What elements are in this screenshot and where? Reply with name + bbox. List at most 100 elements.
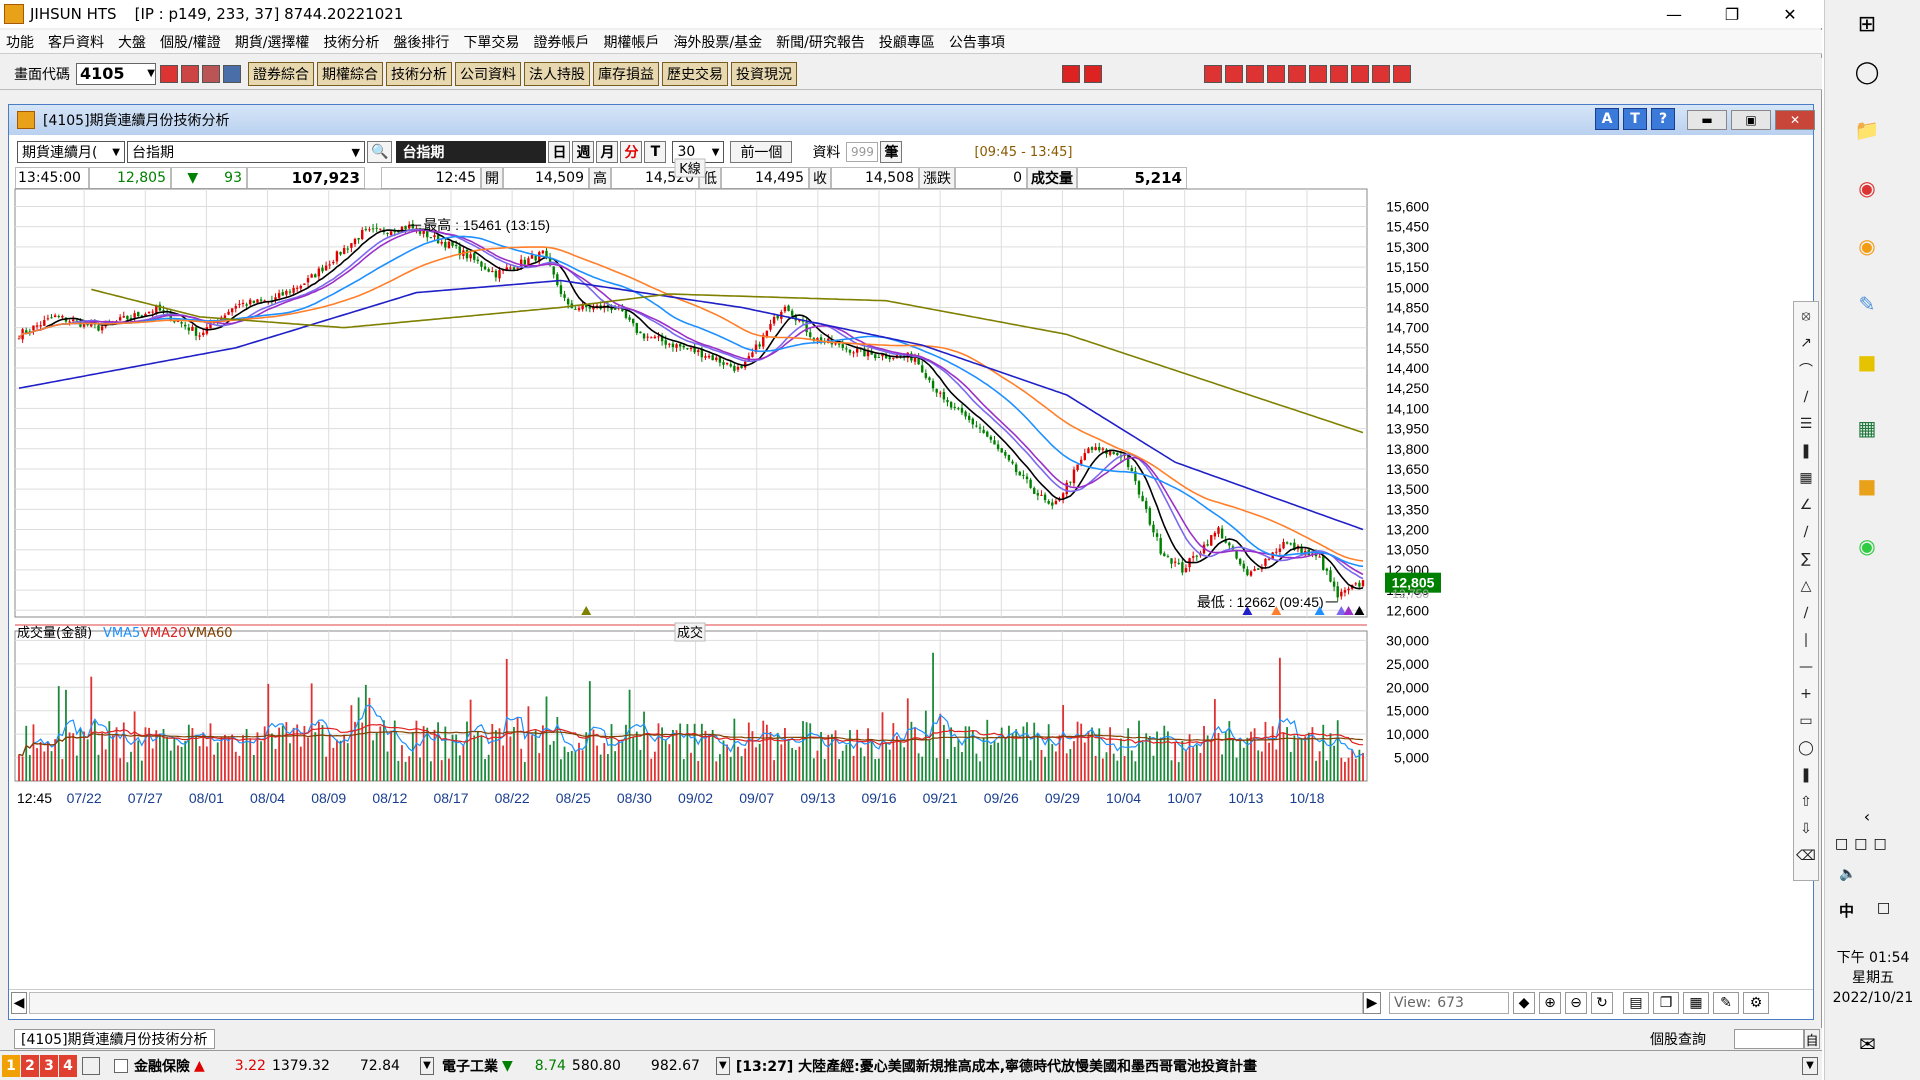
gear-icon[interactable]: ⚙ [1743,991,1769,1014]
clock[interactable]: 下午 01:54 星期五 2022/10/21 [1825,948,1920,1008]
quick-page-button[interactable]: 2 [21,1054,39,1077]
menu-item[interactable]: 新聞/研究報告 [776,34,865,51]
group2-dropdown[interactable]: ▼ [715,1056,730,1075]
tool-icon[interactable]: ❚ [1800,766,1812,783]
function-button[interactable]: 證券綜合 [248,61,314,86]
tool-icon[interactable]: ∠ [1799,496,1813,513]
menu-item[interactable]: 期貨/選擇權 [234,34,310,51]
zoom-in-icon[interactable]: ⊕ [1539,991,1561,1014]
period-tab[interactable]: 日 [548,141,571,163]
chevron-left-icon[interactable]: ‹ [1863,806,1871,826]
tool-icon[interactable]: ▭ [1799,712,1813,729]
tab-4105[interactable]: [4105]期貨連續月份技術分析 [14,1029,215,1049]
function-button[interactable]: 法人持股 [524,61,590,86]
function-button[interactable]: 投資現況 [731,61,797,86]
code-input[interactable]: 4105 ▼ [76,62,156,85]
zoom-out-icon[interactable]: ⊖ [1565,991,1587,1014]
menu-item[interactable]: 投顧專區 [878,34,935,51]
symbol-search-button[interactable]: 🔍 [367,141,393,163]
menu-item[interactable]: 公告事項 [948,34,1005,51]
period-tab[interactable]: T [644,141,667,163]
tool-icon[interactable] [1246,64,1264,83]
tool-icon[interactable]: ◯ [1798,739,1814,756]
browser-icon[interactable]: ◉ [1858,234,1876,258]
scroll-right-icon[interactable]: ▶ [1363,991,1381,1014]
window-minimize-button[interactable]: ▬ [1687,110,1727,130]
notification-icon[interactable]: ✉ [1859,1032,1876,1056]
file-explorer-icon[interactable]: 📁 [1854,118,1880,142]
quick-page-button[interactable]: 3 [40,1054,58,1077]
tool-icon[interactable] [1225,64,1243,83]
tool-icon[interactable]: ⦻ [1801,307,1811,324]
tool-icon[interactable]: ∑ [1801,550,1811,567]
tool-icon[interactable]: ∕ [1803,604,1809,621]
minimize-button[interactable]: — [1666,4,1682,24]
function-button[interactable]: 期權綜合 [317,61,383,86]
tool-icon[interactable]: ▦ [1799,469,1813,486]
eraser-icon[interactable]: ⌫ [1796,847,1816,864]
menu-item[interactable]: 海外股票/基金 [673,34,763,51]
tool-icon[interactable]: + [1800,685,1812,702]
zoom-icon[interactable]: ◆ [1513,991,1535,1014]
maximize-button[interactable]: ❐ [1724,4,1740,24]
pen-icon[interactable]: ✎ [1713,991,1739,1014]
contract-type-select[interactable]: 期貨連續月(▼ [17,141,125,163]
data-count-input[interactable]: 999 [846,142,879,162]
tool-icon[interactable] [1288,64,1306,83]
function-button[interactable]: 庫存損益 [593,61,659,86]
forward-arrow-icon[interactable] [1084,64,1102,83]
tray-icons[interactable]: □□□ [1835,836,1893,852]
copy-icon[interactable]: ❐ [1653,991,1679,1014]
chart-area[interactable]: 15,600 15,450 15,300 15,150 15,000 14,850 14,7… [9,105,1813,985]
stock-query-input[interactable] [1734,1029,1804,1049]
tool-icon[interactable] [1393,64,1411,83]
search-circle-icon[interactable]: ◯ [1854,59,1880,85]
hts-taskbar-icon[interactable]: ■ [1857,474,1877,498]
quick-page-button[interactable]: 4 [59,1054,77,1077]
dropdown-icon[interactable] [223,64,241,83]
horizontal-scrollbar[interactable] [29,991,1363,1014]
window-close-button[interactable]: ✕ [1775,110,1815,130]
window-restore-button[interactable]: ▣ [1731,110,1771,130]
period-tab[interactable]: 週 [572,141,595,163]
news-dropdown[interactable]: ▼ [1802,1056,1818,1075]
menu-item[interactable]: 功能 [6,34,34,51]
tool-icon[interactable] [1351,64,1369,83]
tool-icon[interactable]: ☰ [1799,415,1813,432]
lock-icon[interactable] [82,1056,100,1075]
menu-item[interactable]: 期權帳戶 [603,34,660,51]
tool-icon[interactable] [1309,64,1327,83]
tool-icon[interactable]: ∕ [1803,523,1809,540]
tool-icon[interactable]: ⇧ [1800,793,1812,810]
menu-item[interactable]: 客戶資料 [48,34,104,51]
prev-button[interactable]: 前一個 [730,141,793,163]
menu-item[interactable]: 技術分析 [323,34,380,51]
menu-item[interactable]: 大盤 [118,34,146,51]
tool-icon[interactable]: ∣ [1802,631,1810,648]
tool-icon[interactable]: ∕ [1803,388,1809,405]
line-icon[interactable]: ◉ [1858,534,1876,558]
back-arrow-icon[interactable] [1062,64,1080,83]
scroll-left-icon[interactable]: ◀ [11,991,27,1014]
quick-page-button[interactable]: 1 [2,1054,20,1077]
function-button[interactable]: 技術分析 [386,61,452,86]
menu-item[interactable]: 個股/權證 [160,34,221,51]
tool-icon[interactable]: ⇩ [1800,820,1812,837]
help-a-button[interactable]: A [1595,108,1619,130]
paint-icon[interactable]: ✎ [1858,292,1876,316]
period-tab[interactable]: 分 [620,141,643,163]
search-icon[interactable] [160,64,178,83]
chrome-icon[interactable]: ◉ [1858,176,1876,200]
stock-query-button[interactable]: 自 [1804,1029,1820,1049]
menu-item[interactable]: 盤後排行 [393,34,450,51]
tool-icon[interactable] [1330,64,1348,83]
function-button[interactable]: 公司資料 [455,61,521,86]
view-field[interactable]: View: 673 [1389,991,1509,1014]
help-question-button[interactable]: ? [1651,108,1675,130]
print-icon[interactable] [202,64,220,83]
tool-icon[interactable]: — [1799,658,1813,675]
menu-item[interactable]: 下單交易 [463,34,520,51]
tool-icon[interactable] [1267,64,1285,83]
checkbox[interactable] [114,1058,128,1073]
folder-icon[interactable] [181,64,199,83]
